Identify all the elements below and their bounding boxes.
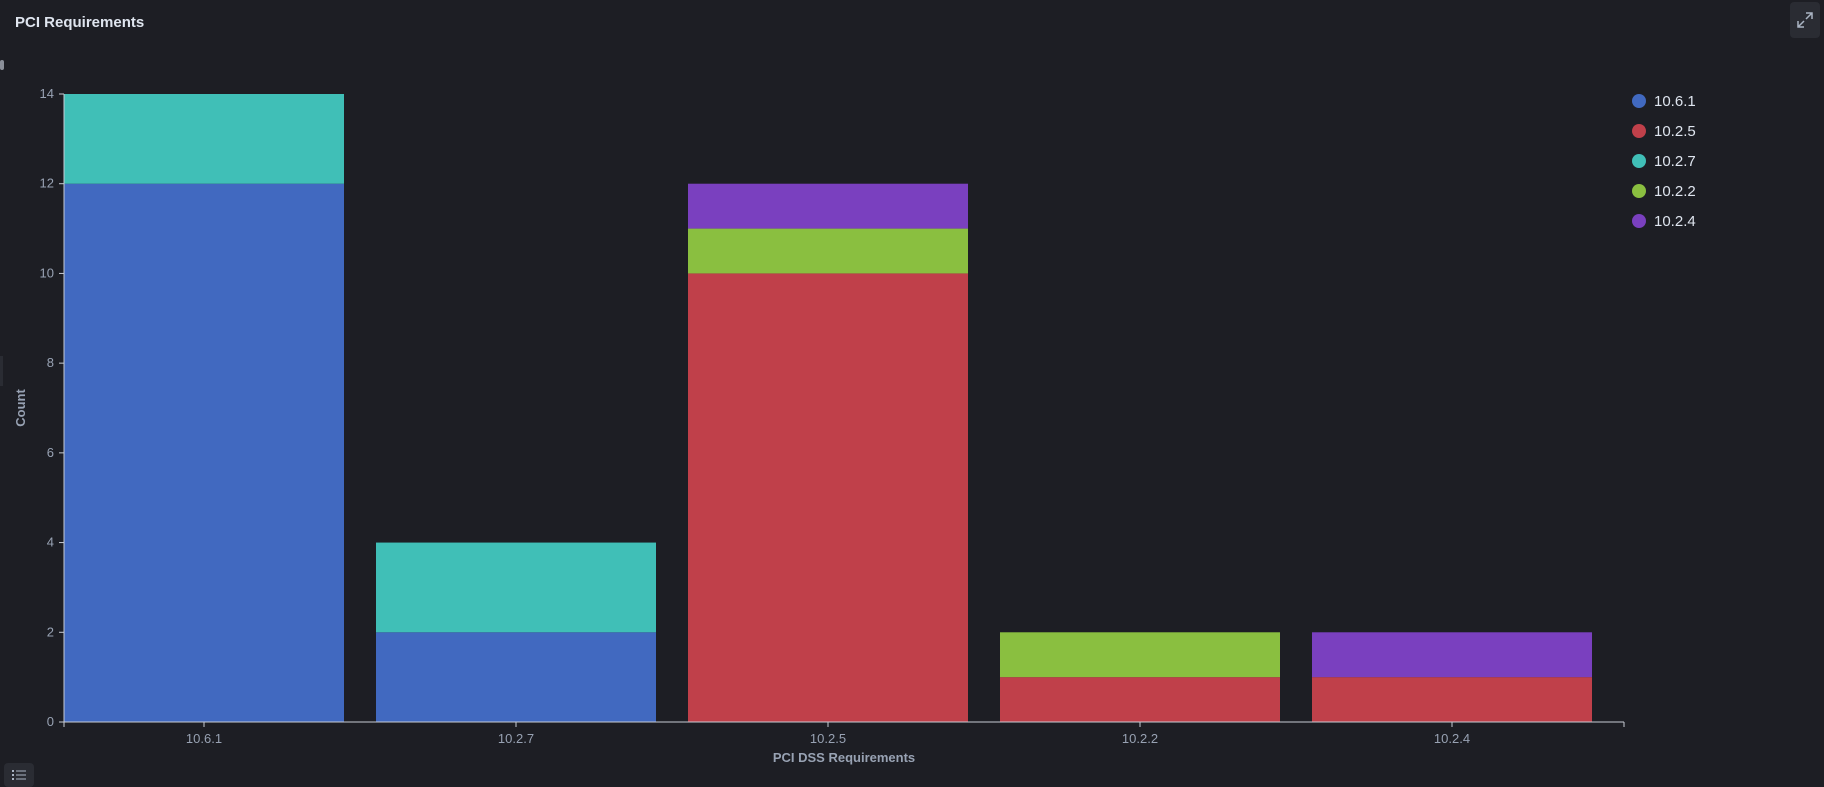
bars-layer — [64, 94, 1592, 722]
bar-segment-10-2-5-10-2-5[interactable] — [688, 273, 968, 722]
bar-segment-10-2-7-10-2-7[interactable] — [376, 542, 656, 633]
bar-segment-10-2-7-10-6-1[interactable] — [376, 632, 656, 722]
bar-segment-10-2-2-10-2-5[interactable] — [1000, 677, 1280, 722]
left-edge-marker — [0, 60, 4, 70]
legend-item-10-6-1[interactable]: 10.6.1 — [1632, 86, 1696, 116]
legend-label: 10.2.2 — [1654, 182, 1696, 200]
legend-color-dot — [1632, 154, 1646, 168]
x-axis-title: PCI DSS Requirements — [773, 750, 915, 765]
legend-label: 10.2.5 — [1654, 122, 1696, 140]
legend-color-dot — [1632, 124, 1646, 138]
bar-segment-10-6-1-10-2-7[interactable] — [64, 94, 344, 184]
expand-icon — [1797, 12, 1813, 28]
legend-label: 10.2.4 — [1654, 212, 1696, 230]
legend-label: 10.2.7 — [1654, 152, 1696, 170]
y-tick-label: 6 — [47, 445, 54, 460]
bar-segment-10-2-5-10-2-2[interactable] — [688, 228, 968, 274]
x-tick-label: 10.6.1 — [186, 731, 222, 746]
fullscreen-button[interactable] — [1790, 2, 1820, 38]
legend-toggle-button[interactable] — [4, 763, 34, 787]
y-axis-title: Count — [13, 389, 28, 427]
legend-item-10-2-7[interactable]: 10.2.7 — [1632, 146, 1696, 176]
x-tick-label: 10.2.5 — [810, 731, 846, 746]
bar-segment-10-6-1-10-6-1[interactable] — [64, 183, 344, 722]
bar-segment-10-2-5-10-2-4[interactable] — [688, 183, 968, 229]
y-tick-label: 12 — [40, 176, 54, 191]
x-tick-label: 10.2.4 — [1434, 731, 1470, 746]
legend-color-dot — [1632, 184, 1646, 198]
bar-segment-10-2-2-10-2-2[interactable] — [1000, 632, 1280, 678]
bar-segment-10-2-4-10-2-4[interactable] — [1312, 632, 1592, 678]
y-tick-label: 14 — [40, 86, 54, 101]
chart-legend: 10.6.1 10.2.5 10.2.7 10.2.2 10.2.4 — [1632, 86, 1696, 236]
y-tick-label: 4 — [47, 535, 54, 550]
left-edge-handle — [0, 356, 3, 386]
legend-item-10-2-2[interactable]: 10.2.2 — [1632, 176, 1696, 206]
y-tick-label: 2 — [47, 624, 54, 639]
x-tick-label: 10.2.7 — [498, 731, 534, 746]
y-axis: 0 2 4 6 8 10 12 14 — [40, 86, 65, 729]
y-tick-label: 10 — [40, 265, 54, 280]
legend-item-10-2-5[interactable]: 10.2.5 — [1632, 116, 1696, 146]
y-tick-label: 0 — [47, 714, 54, 729]
x-axis: 10.6.1 10.2.7 10.2.5 10.2.2 10.2.4 — [63, 721, 1625, 746]
legend-item-10-2-4[interactable]: 10.2.4 — [1632, 206, 1696, 236]
bar-segment-10-2-4-10-2-5[interactable] — [1312, 677, 1592, 722]
x-tick-label: 10.2.2 — [1122, 731, 1158, 746]
list-icon — [12, 770, 26, 780]
panel-title: PCI Requirements — [15, 14, 145, 31]
legend-label: 10.6.1 — [1654, 92, 1696, 110]
y-tick-label: 8 — [47, 355, 54, 370]
legend-color-dot — [1632, 214, 1646, 228]
legend-color-dot — [1632, 94, 1646, 108]
